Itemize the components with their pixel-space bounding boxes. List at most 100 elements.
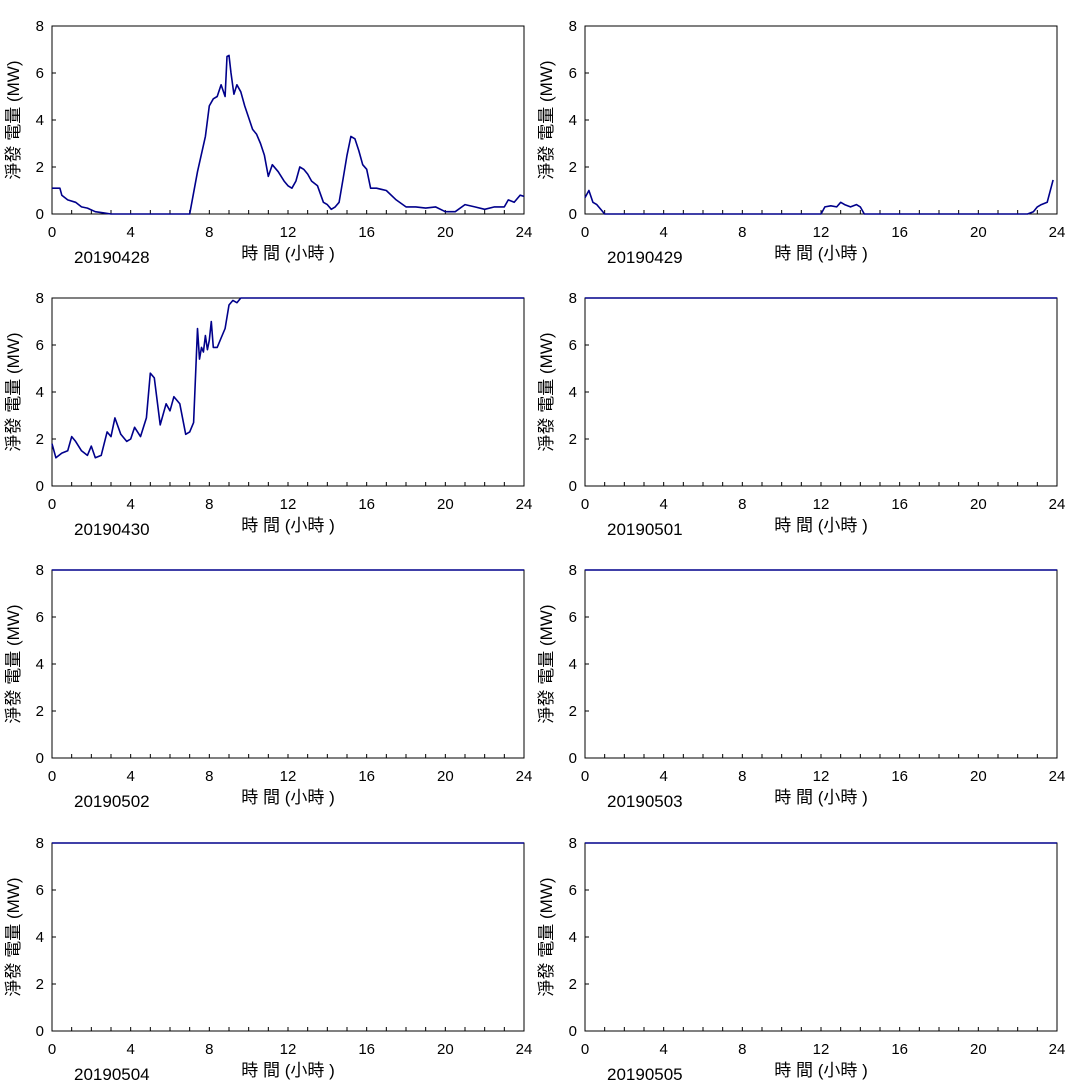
y-tick-label: 0 (569, 478, 577, 495)
y-tick-label: 2 (569, 703, 577, 720)
x-tick-label: 24 (516, 224, 533, 241)
plot-frame (584, 297, 1058, 487)
series-line (51, 297, 524, 459)
x-tick-label: 0 (581, 1041, 589, 1058)
y-tick-label: 4 (569, 929, 577, 946)
x-tick-label: 8 (205, 1041, 213, 1058)
x-tick-label: 12 (813, 496, 830, 513)
x-tick-label: 16 (358, 496, 375, 513)
x-tick-label: 8 (205, 224, 213, 241)
x-tick-label: 8 (738, 496, 746, 513)
y-tick-label: 0 (36, 1023, 44, 1040)
series-line (584, 179, 1054, 215)
x-tick-label: 20 (970, 1041, 987, 1058)
x-tick-label: 20 (970, 224, 987, 241)
y-tick-label: 2 (36, 976, 44, 993)
x-tick-label: 12 (280, 224, 297, 241)
plot-frame (584, 842, 1058, 1032)
y-tick-label: 2 (36, 431, 44, 448)
x-tick-label: 16 (358, 1041, 375, 1058)
x-tick-label: 4 (126, 496, 134, 513)
plot-frame (51, 842, 525, 1032)
y-axis-title: 淨發 電量 (MW) (537, 61, 556, 180)
y-tick-label: 0 (569, 206, 577, 223)
x-tick-label: 16 (891, 768, 908, 785)
x-tick-label: 16 (891, 1041, 908, 1058)
x-tick-label: 0 (48, 224, 56, 241)
y-tick-label: 0 (36, 478, 44, 495)
y-tick-label: 6 (36, 337, 44, 354)
date-label: 20190429 (607, 248, 683, 267)
y-tick-label: 8 (569, 835, 577, 852)
x-tick-label: 12 (280, 768, 297, 785)
y-tick-label: 0 (569, 750, 577, 767)
x-tick-label: 20 (437, 496, 454, 513)
x-tick-label: 12 (813, 224, 830, 241)
y-tick-label: 8 (36, 835, 44, 852)
x-tick-label: 0 (581, 768, 589, 785)
x-tick-label: 4 (659, 224, 667, 241)
date-label: 20190501 (607, 520, 683, 539)
x-tick-label: 4 (126, 224, 134, 241)
x-tick-label: 16 (358, 768, 375, 785)
x-axis-title: 時 間 (小時 ) (241, 244, 335, 263)
x-tick-label: 0 (48, 768, 56, 785)
x-axis-title: 時 間 (小時 ) (241, 516, 335, 535)
x-axis-title: 時 間 (小時 ) (241, 788, 335, 807)
x-axis-title: 時 間 (小時 ) (774, 244, 868, 263)
y-tick-label: 8 (569, 562, 577, 579)
x-tick-label: 16 (891, 496, 908, 513)
y-tick-label: 0 (36, 750, 44, 767)
x-tick-label: 24 (1049, 768, 1066, 785)
x-tick-label: 4 (126, 1041, 134, 1058)
y-tick-label: 8 (569, 18, 577, 35)
x-tick-label: 24 (1049, 224, 1066, 241)
x-tick-label: 4 (126, 768, 134, 785)
x-axis-title: 時 間 (小時 ) (774, 788, 868, 807)
x-tick-label: 4 (659, 496, 667, 513)
x-tick-label: 0 (48, 496, 56, 513)
y-axis-title: 淨發 電量 (MW) (537, 878, 556, 997)
y-tick-label: 2 (569, 431, 577, 448)
x-tick-label: 12 (280, 1041, 297, 1058)
y-tick-label: 4 (36, 656, 44, 673)
x-tick-label: 20 (437, 768, 454, 785)
x-tick-label: 16 (891, 224, 908, 241)
date-label: 20190504 (74, 1065, 150, 1084)
y-axis-title: 淨發 電量 (MW) (4, 605, 23, 724)
y-tick-label: 4 (569, 384, 577, 401)
series-line (52, 54, 525, 215)
y-tick-label: 6 (569, 882, 577, 899)
date-label: 20190428 (74, 248, 150, 267)
y-tick-label: 6 (36, 882, 44, 899)
y-tick-label: 6 (36, 65, 44, 82)
y-tick-label: 6 (569, 337, 577, 354)
x-axis-title: 時 間 (小時 ) (241, 1061, 335, 1080)
y-tick-label: 6 (569, 609, 577, 626)
x-tick-label: 8 (738, 224, 746, 241)
x-axis-title: 時 間 (小時 ) (774, 516, 868, 535)
y-tick-label: 2 (36, 703, 44, 720)
y-tick-label: 4 (36, 112, 44, 129)
x-tick-label: 24 (516, 496, 533, 513)
y-axis-title: 淨發 電量 (MW) (4, 878, 23, 997)
x-tick-label: 8 (738, 1041, 746, 1058)
y-axis-title: 淨發 電量 (MW) (4, 333, 23, 452)
x-tick-label: 4 (659, 768, 667, 785)
y-tick-label: 8 (36, 290, 44, 307)
x-tick-label: 20 (970, 496, 987, 513)
y-tick-label: 4 (36, 929, 44, 946)
x-tick-label: 0 (48, 1041, 56, 1058)
y-tick-label: 4 (36, 384, 44, 401)
x-tick-label: 24 (1049, 496, 1066, 513)
x-tick-label: 20 (437, 1041, 454, 1058)
y-tick-label: 8 (36, 18, 44, 35)
